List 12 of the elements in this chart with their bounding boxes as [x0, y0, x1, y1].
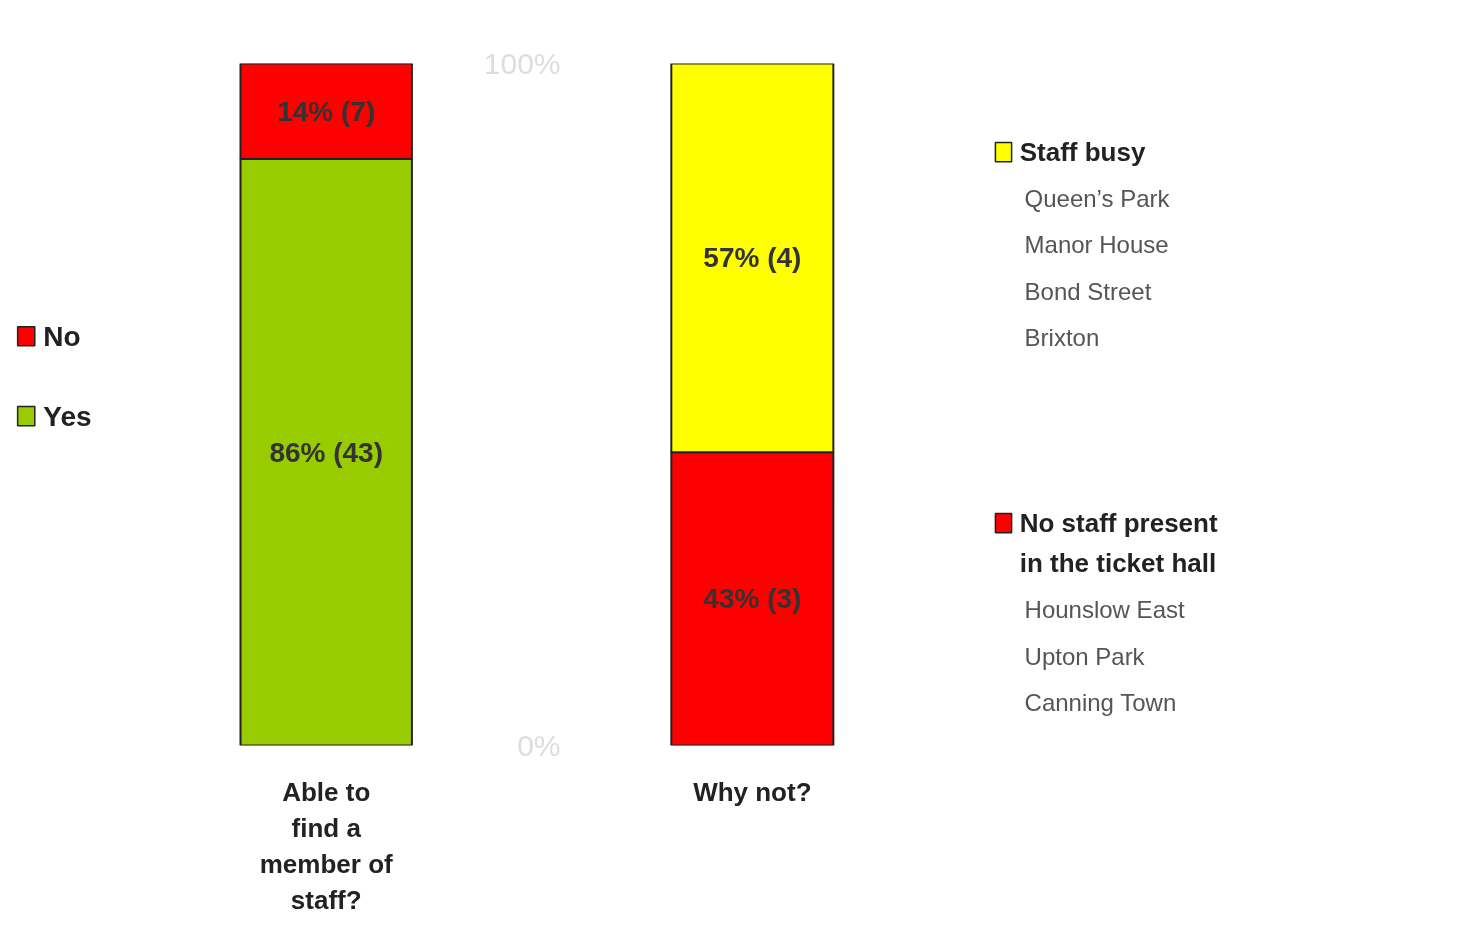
- legend-label: Staff busy: [1019, 137, 1146, 168]
- x-tick-label: Why not?: [693, 776, 812, 807]
- data-label: 14% (7): [277, 95, 376, 127]
- text: Queen’s Park Manor House Bond Street Brixton: [1024, 185, 1171, 352]
- legend-label: No: [43, 320, 81, 352]
- data-label: 57% (4): [703, 242, 802, 274]
- text: Hounslow East Upton Park Canning Town: [1024, 596, 1185, 717]
- legend-label: Yes: [43, 400, 92, 432]
- data-label: 86% (43): [269, 436, 384, 468]
- data-label: 43% (3): [703, 583, 802, 615]
- x-tick-label: Able to find a member of staff?: [259, 776, 394, 915]
- legend-label: No staff present in the ticket hall: [1019, 508, 1218, 579]
